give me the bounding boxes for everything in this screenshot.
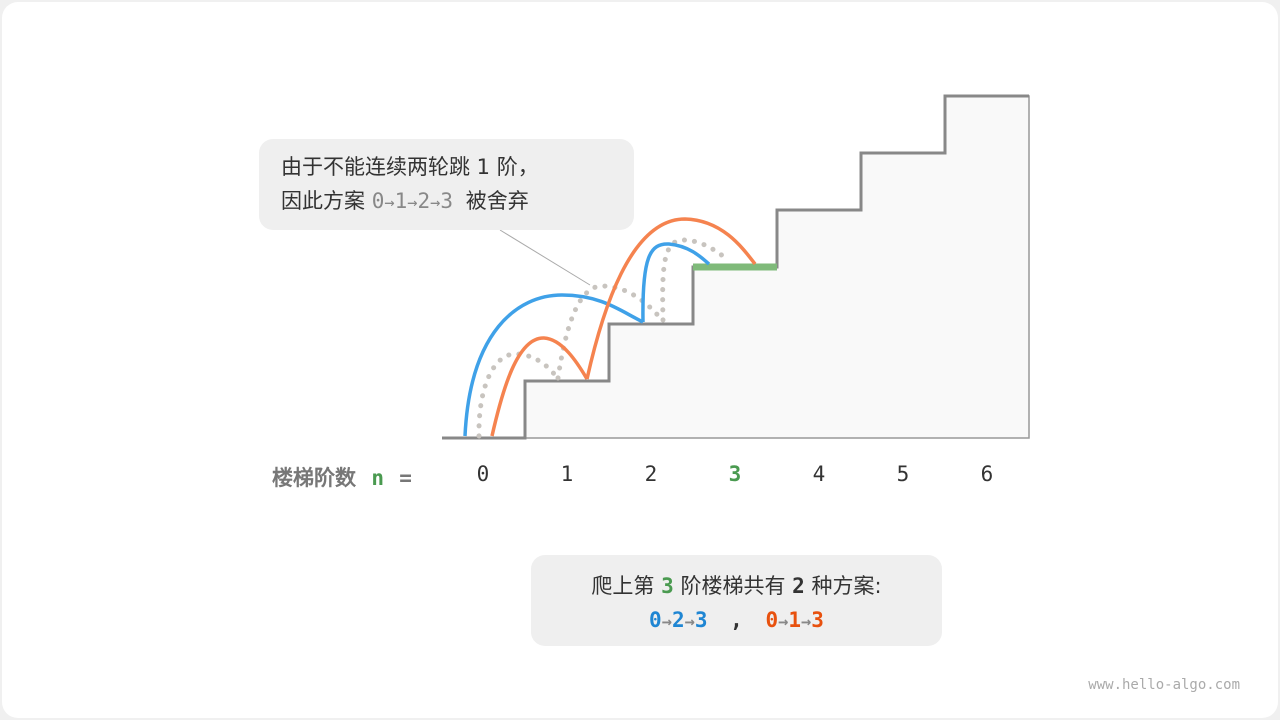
tick-label: 6 xyxy=(980,462,994,486)
axis-variable: n xyxy=(371,466,384,490)
callout-prefix: 因此方案 xyxy=(281,189,365,213)
summary-prefix: 爬上第 xyxy=(591,574,655,598)
discarded-scheme: 0→1→2→3 xyxy=(372,189,466,213)
tick-label-highlighted: 3 xyxy=(728,462,742,486)
summary-line1: 爬上第 3 阶楼梯共有 2 种方案: xyxy=(531,569,942,603)
arrow-icon: → xyxy=(778,612,789,632)
summary-middle: 阶楼梯共有 xyxy=(680,574,786,598)
summary-box: 爬上第 3 阶楼梯共有 2 种方案: 0→2→3 , 0→1→3 xyxy=(531,555,942,646)
scheme-2: 0→1→3 xyxy=(765,608,823,632)
callout-box: 由于不能连续两轮跳 1 阶， 因此方案 0→1→2→3 被舍弃 xyxy=(259,139,634,230)
path-step: 0 xyxy=(765,608,779,632)
path-step: 2 xyxy=(671,608,685,632)
summary-line2: 0→2→3 , 0→1→3 xyxy=(531,603,942,639)
tick-label: 4 xyxy=(812,462,826,486)
watermark: www.hello-algo.com xyxy=(1088,677,1240,693)
path-step: 3 xyxy=(694,608,708,632)
arrow-icon: → xyxy=(661,612,672,632)
discarded-path xyxy=(476,237,731,439)
tick-label: 5 xyxy=(896,462,910,486)
path-step: 3 xyxy=(811,608,824,632)
scheme-1: 0→2→3 xyxy=(649,608,707,632)
arrow-icon: → xyxy=(430,193,441,213)
path-step: 2 xyxy=(417,189,431,213)
tick-label: 2 xyxy=(644,462,658,486)
callout-line1: 由于不能连续两轮跳 1 阶， xyxy=(281,155,539,179)
path-step: 1 xyxy=(394,189,408,213)
arrow-icon: → xyxy=(384,193,395,213)
path-step: 0 xyxy=(649,608,662,632)
tick-label: 0 xyxy=(476,462,490,486)
path-step: 0 xyxy=(371,189,385,213)
scheme-separator: , xyxy=(730,608,743,632)
axis-title: 楼梯阶数 xyxy=(272,466,356,490)
path-step: 3 xyxy=(440,189,454,213)
path-step: 1 xyxy=(788,608,802,632)
blue-jump-2-3 xyxy=(641,242,711,323)
summary-count: 2 xyxy=(792,574,805,598)
axis-equals: = xyxy=(399,466,412,490)
axis-label: 楼梯阶数 n = xyxy=(272,462,412,492)
orange-jump-1-3 xyxy=(585,217,757,380)
discarded-jump-0-1 xyxy=(476,351,560,439)
orange-jump-0-1 xyxy=(490,336,589,437)
blue-jump-0-2 xyxy=(463,293,644,437)
discarded-jump-2-3 xyxy=(660,237,731,323)
scheme-blue xyxy=(463,242,711,437)
callout-line2: 因此方案 0→1→2→3 被舍弃 xyxy=(281,184,634,220)
arrow-icon: → xyxy=(801,612,812,632)
summary-step: 3 xyxy=(661,574,674,598)
tick-label: 1 xyxy=(560,462,574,486)
scheme-orange xyxy=(490,217,757,437)
arrow-icon: → xyxy=(684,612,695,632)
summary-suffix: 种方案: xyxy=(811,574,882,598)
arrow-icon: → xyxy=(407,193,418,213)
callout-leader-line xyxy=(499,229,591,286)
callout-suffix: 被舍弃 xyxy=(465,189,529,213)
